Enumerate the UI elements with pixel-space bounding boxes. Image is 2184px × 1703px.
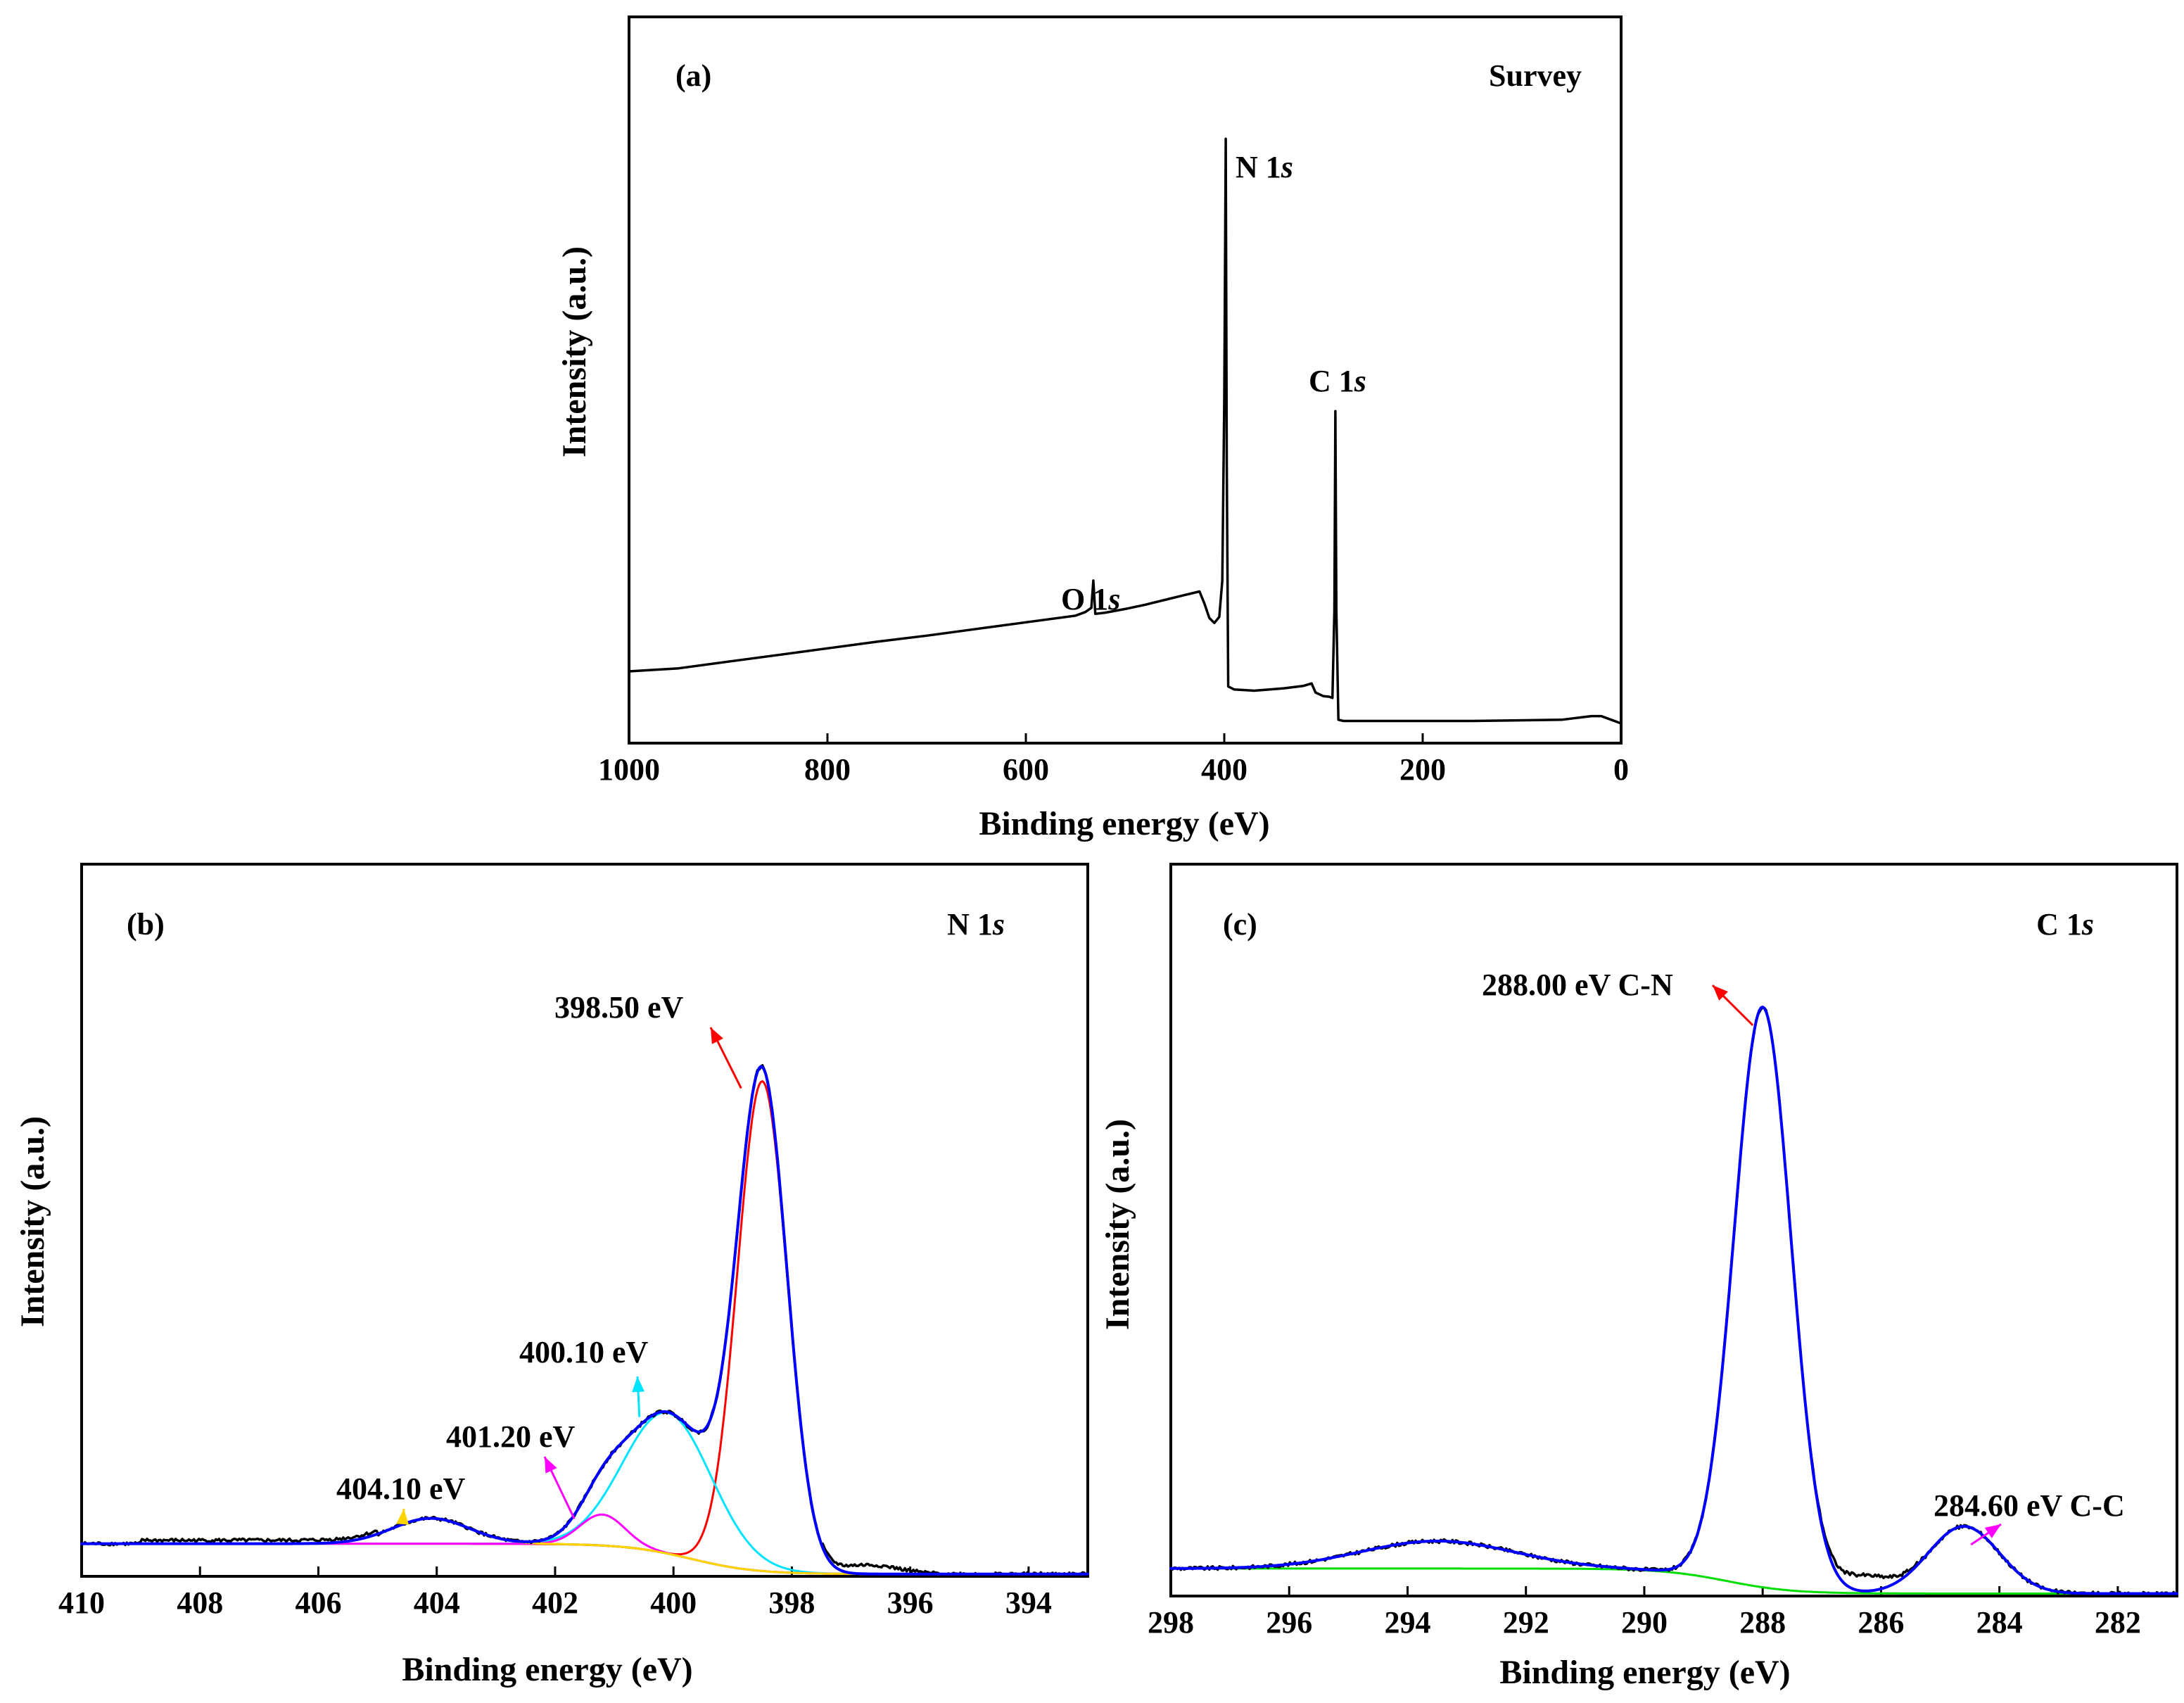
x-tick-label: 200 [1399, 752, 1446, 787]
envelope-fit-line [80, 1065, 1089, 1576]
x-tick-label: 400 [650, 1585, 697, 1620]
x-tick-label: 290 [1621, 1605, 1668, 1640]
peak-label-284-60: 284.60 eV C-C [1934, 1488, 2125, 1523]
y-axis-label: Intensity (a.u.) [14, 1116, 51, 1327]
plot-frame [80, 863, 1089, 1578]
y-axis-label: Intensity (a.u.) [1099, 1119, 1136, 1330]
arrow-head [632, 1376, 645, 1393]
x-tick-label: 298 [1148, 1605, 1194, 1640]
x-tick-label: 600 [1003, 752, 1049, 787]
peak-label-o1s: O 1s [1061, 582, 1120, 616]
peak-label-401-20: 401.20 eV [446, 1419, 576, 1454]
x-tick-label: 404 [414, 1585, 460, 1620]
panel-title: Survey [1489, 58, 1582, 93]
curves [628, 137, 1623, 725]
x-tick-label: 294 [1384, 1605, 1430, 1640]
background-line [80, 1543, 1089, 1576]
x-tick-label: 288 [1739, 1605, 1786, 1640]
peak-label-288-00: 288.00 eV C-N [1482, 968, 1673, 1002]
component-400-10-eV [80, 1411, 1089, 1576]
x-axis-label: Binding energy (eV) [979, 805, 1269, 842]
panel-tag: (b) [127, 907, 165, 942]
peak-label-n1s: N 1s [1236, 150, 1293, 184]
x-ticks: 410 408 406 404 402 400 398 396 394 [58, 1566, 1052, 1620]
n1s-panel: 410 408 406 404 402 400 398 396 394 (b) N 1s Bin… [14, 863, 1089, 1688]
survey-panel: 1000 800 600 400 200 0 (a) Survey Binding ene… [556, 15, 1629, 842]
c1s-panel: 298 296 294 292 290 288 286 284 282 (c) C 1s Bin… [1099, 863, 2178, 1691]
arrow-head [1713, 985, 1728, 1001]
plot-frame [1169, 863, 2178, 1597]
x-tick-label: 408 [177, 1585, 223, 1620]
peak-arrows [1711, 984, 2002, 1546]
x-axis-label: Binding energy (eV) [402, 1651, 692, 1688]
x-tick-label: 396 [887, 1585, 934, 1620]
envelope-fit-line [1169, 1006, 2178, 1595]
survey-spectrum-line [628, 137, 1623, 725]
panel-title: C 1s [2036, 907, 2094, 942]
arrow-head [711, 1027, 723, 1044]
x-tick-label: 400 [1201, 752, 1247, 787]
x-tick-label: 394 [1005, 1585, 1052, 1620]
curves [1169, 1006, 2178, 1597]
arrow-head [396, 1509, 410, 1525]
peak-label-400-10: 400.10 eV [519, 1335, 649, 1369]
panel-title: N 1s [947, 907, 1005, 942]
component-404-10-eV [80, 1517, 1089, 1576]
x-tick-label: 284 [1976, 1605, 2023, 1640]
x-tick-label: 410 [58, 1585, 105, 1620]
x-tick-label: 398 [768, 1585, 815, 1620]
background-line [1169, 1567, 2178, 1595]
arrow-head [545, 1457, 557, 1474]
x-ticks: 1000 800 600 400 200 0 [598, 733, 1629, 787]
plot-frame [628, 15, 1623, 745]
x-tick-label: 292 [1503, 1605, 1549, 1640]
y-axis-label: Intensity (a.u.) [556, 246, 593, 457]
x-tick-label: 406 [295, 1585, 341, 1620]
panel-tag: (a) [675, 58, 711, 93]
panel-tag: (c) [1223, 907, 1257, 942]
x-axis-label: Binding energy (eV) [1499, 1654, 1790, 1691]
curves [80, 1064, 1089, 1577]
x-tick-label: 800 [804, 752, 851, 787]
x-tick-label: 286 [1858, 1605, 1904, 1640]
peak-label-398-50: 398.50 eV [554, 990, 684, 1025]
peak-arrows [396, 1027, 742, 1525]
peak-label-404-10: 404.10 eV [336, 1471, 466, 1506]
x-tick-label: 402 [532, 1585, 578, 1620]
x-tick-label: 1000 [598, 752, 660, 787]
arrow-head [1984, 1524, 2001, 1538]
x-tick-label: 282 [2095, 1605, 2141, 1640]
peak-label-c1s: C 1s [1309, 364, 1366, 398]
x-tick-label: 296 [1266, 1605, 1312, 1640]
x-tick-label: 0 [1613, 752, 1629, 787]
